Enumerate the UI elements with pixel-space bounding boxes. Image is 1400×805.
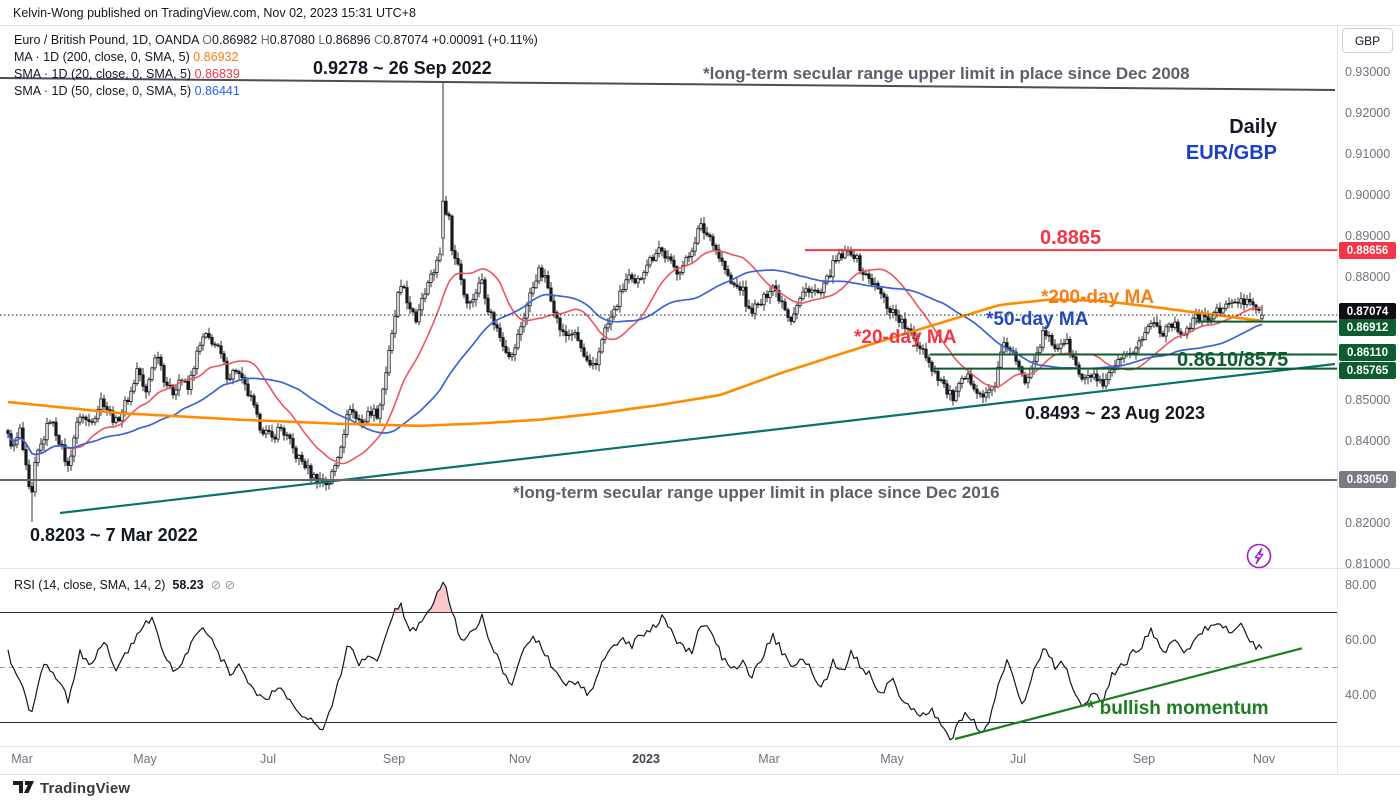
support-zone-label: 0.8610/8575 <box>1177 349 1289 371</box>
rsi-legend: RSI (14, close, SMA, 14, 2) 58.23 ⊘ ⊘ <box>14 577 235 592</box>
ma50-line <box>7 269 1263 456</box>
price-axis-divider <box>1337 25 1338 775</box>
ohlc-key: C <box>374 32 384 47</box>
ma-value: 0.86441 <box>194 83 240 98</box>
secular-upper-2016 <box>59 362 1336 515</box>
time-tick: Sep <box>1132 752 1156 766</box>
rsi-pane <box>0 581 1337 741</box>
rsi-support-trendline <box>954 647 1303 741</box>
ohlc-val: 0.87080 <box>269 32 315 47</box>
price-badge: 0.86912 <box>1339 319 1396 336</box>
time-tick: Sep <box>382 752 406 766</box>
tradingview-logo[interactable]: TradingView <box>13 779 130 797</box>
price-badge: 0.85765 <box>1339 362 1396 379</box>
price-tick: 0.88000 <box>1345 270 1391 284</box>
price-tick: 0.89000 <box>1345 229 1391 243</box>
pane-divider <box>0 568 1400 569</box>
swing-high-label: 0.9278 ~ 26 Sep 2022 <box>313 58 492 78</box>
time-tick: Mar <box>11 752 33 766</box>
ma-value: 0.86839 <box>194 66 240 81</box>
ma20-line <box>7 249 1262 465</box>
ohlc-val: 0.86896 <box>325 32 371 47</box>
ma200-label: *200-day MA <box>1041 287 1154 308</box>
secular-upper-2008 <box>0 77 1336 91</box>
tradingview-logo-icon <box>13 781 34 793</box>
symbol-label: EUR/GBP <box>1185 142 1277 164</box>
level-lines <box>0 77 1337 515</box>
ma-legend-row: SMA · 1D (50, close, 0, SMA, 5) 0.86441 <box>14 83 240 98</box>
price-tick: 0.92000 <box>1345 106 1391 120</box>
time-tick: May <box>133 752 157 766</box>
time-tick: Mar <box>758 752 780 766</box>
currency-toggle-button[interactable]: GBP <box>1342 28 1393 53</box>
frame-top-divider <box>0 25 1400 26</box>
secular-2016-label: *long-term secular range upper limit in … <box>513 483 1000 502</box>
ma-legend-row: MA · 1D (200, close, 0, SMA, 5) 0.86932 <box>14 49 239 64</box>
rsi-value: 58.23 <box>172 578 204 592</box>
attribution-text: Kelvin-Wong published on TradingView.com… <box>13 6 416 20</box>
ohlc-key: H <box>260 32 270 47</box>
time-tick: Nov <box>1252 752 1276 766</box>
timeframe-label: Daily <box>1229 116 1277 138</box>
secular-2008-label: *long-term secular range upper limit in … <box>703 64 1190 83</box>
symbol-legend-row: Euro / British Pound, 1D, OANDA O0.86982… <box>14 32 538 49</box>
chart-legend: Euro / British Pound, 1D, OANDA O0.86982… <box>14 31 538 99</box>
resistance-label: 0.8865 <box>1040 227 1102 249</box>
swing-low-2022-label: 0.8203 ~ 7 Mar 2022 <box>30 525 198 545</box>
flash-icon[interactable] <box>1246 543 1272 569</box>
price-tick: 0.93000 <box>1345 65 1391 79</box>
rsi-tick: 60.00 <box>1345 633 1377 647</box>
ma-value: 0.86932 <box>193 49 239 64</box>
price-tick: 0.82000 <box>1345 516 1391 530</box>
rsi-tick: 80.00 <box>1345 578 1377 592</box>
time-tick: May <box>880 752 904 766</box>
ma50-label: *50-day MA <box>986 309 1089 330</box>
rsi-overbought-fill <box>8 582 1262 613</box>
symbol-description: Euro / British Pound, 1D, OANDA <box>14 32 199 47</box>
price-badge: 0.87074 <box>1339 303 1396 320</box>
price-badge: 0.83050 <box>1339 471 1396 488</box>
ma20-label: *20-day MA <box>854 327 957 348</box>
time-tick: Jul <box>260 752 276 766</box>
price-tick: 0.91000 <box>1345 147 1391 161</box>
time-tick: 2023 <box>632 752 660 766</box>
ohlc-key: O <box>202 32 213 47</box>
time-tick: Jul <box>1010 752 1026 766</box>
time-axis-divider <box>0 746 1400 747</box>
change-value: +0.00091 (+0.11%) <box>431 32 538 47</box>
price-tick: 0.84000 <box>1345 434 1391 448</box>
rsi-hidden-values-icon: ⊘ ⊘ <box>210 578 236 592</box>
ma-legend-row: SMA · 1D (20, close, 0, SMA, 5) 0.86839 <box>14 66 240 81</box>
price-badge: 0.86110 <box>1339 344 1396 361</box>
rsi-indicator-label: RSI (14, close, SMA, 14, 2) <box>14 578 166 592</box>
bullish-momentum-label: * bullish momentum <box>1087 698 1269 719</box>
frame-bottom-divider <box>0 774 1400 775</box>
ohlc-key: L <box>318 32 326 47</box>
swing-low-2023-label: 0.8493 ~ 23 Aug 2023 <box>1025 403 1205 423</box>
ma-legend-rows: MA · 1D (200, close, 0, SMA, 5) 0.86932 S… <box>14 49 538 100</box>
price-tick: 0.90000 <box>1345 188 1391 202</box>
ohlc-val: 0.87074 <box>383 32 429 47</box>
ohlc-values: O0.86982 H0.87080 L0.86896 C0.87074 <box>202 33 428 47</box>
price-tick: 0.81000 <box>1345 557 1391 571</box>
ma200-line <box>7 298 1263 428</box>
price-tick: 0.85000 <box>1345 393 1391 407</box>
rsi-tick: 40.00 <box>1345 688 1377 702</box>
candlestick-series <box>6 81 1264 522</box>
ohlc-val: 0.86982 <box>212 32 258 47</box>
rsi-line <box>7 581 1263 741</box>
price-badge: 0.88656 <box>1339 242 1396 259</box>
tradingview-logo-text: TradingView <box>40 779 131 797</box>
time-tick: Nov <box>508 752 532 766</box>
